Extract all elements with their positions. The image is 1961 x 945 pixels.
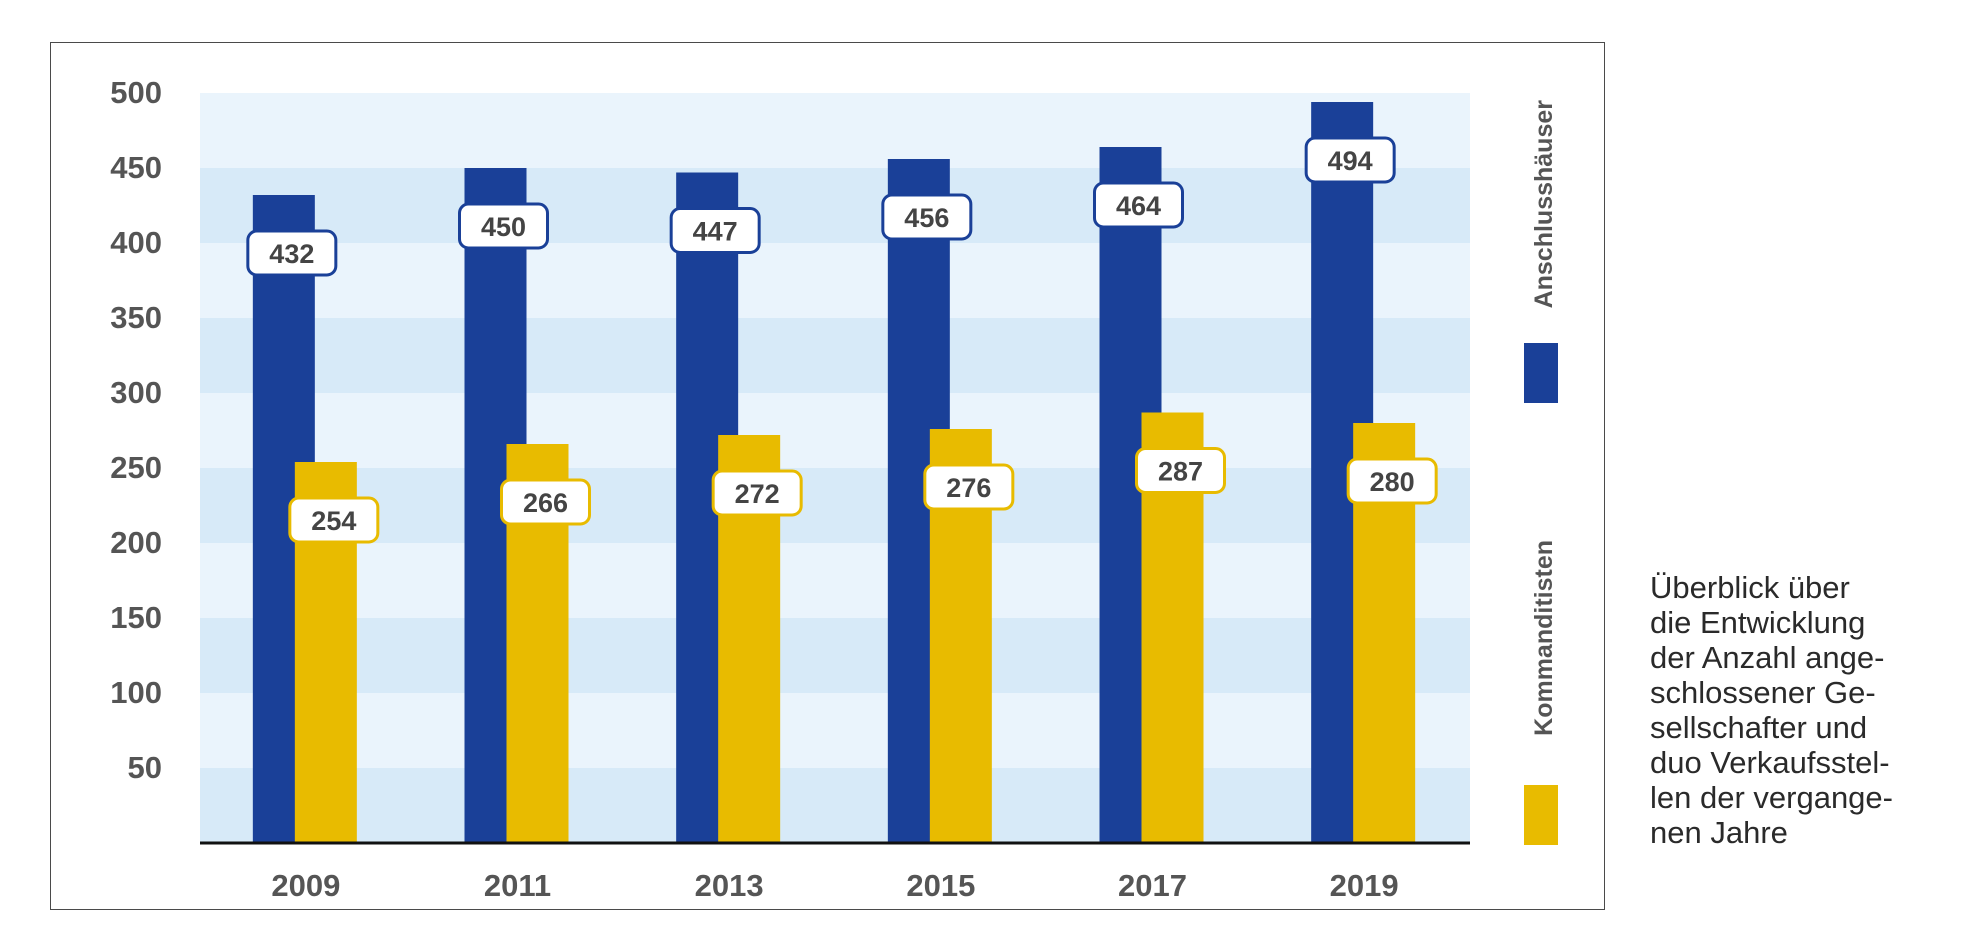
x-tick-label: 2013 bbox=[695, 868, 764, 903]
data-label: 276 bbox=[946, 473, 991, 503]
data-label-box bbox=[500, 478, 591, 526]
caption-line: schlossener Ge- bbox=[1650, 675, 1876, 710]
y-tick-label: 300 bbox=[110, 375, 162, 410]
caption-line: len der vergange- bbox=[1650, 780, 1893, 815]
data-label-box bbox=[669, 207, 761, 254]
data-label: 254 bbox=[311, 506, 356, 536]
y-tick-label: 450 bbox=[110, 150, 162, 185]
data-label-box bbox=[458, 202, 549, 250]
grid-band bbox=[200, 468, 1470, 543]
grid-band bbox=[200, 243, 1470, 318]
x-tick-label: 2011 bbox=[484, 868, 551, 903]
y-tick-label: 250 bbox=[110, 450, 162, 485]
data-label: 447 bbox=[693, 217, 738, 247]
data-label: 272 bbox=[735, 479, 780, 509]
data-label-box bbox=[288, 496, 380, 544]
data-label: 287 bbox=[1158, 457, 1203, 487]
grid-band bbox=[200, 543, 1470, 618]
caption-line: sellschafter und bbox=[1650, 710, 1868, 745]
data-label: 280 bbox=[1370, 467, 1415, 497]
data-label-box bbox=[246, 229, 338, 277]
caption-line: nen Jahre bbox=[1650, 815, 1788, 850]
legend-label: Anschlusshäuser bbox=[1530, 100, 1558, 309]
data-label: 432 bbox=[269, 239, 314, 269]
x-tick-label: 2015 bbox=[906, 868, 975, 903]
caption-line: die Entwicklung bbox=[1650, 605, 1866, 640]
data-label-box bbox=[711, 469, 803, 517]
data-label-box bbox=[1346, 457, 1438, 505]
caption-line: duo Verkaufsstel- bbox=[1650, 745, 1890, 780]
y-tick-label: 400 bbox=[110, 225, 162, 260]
y-tick-label: 500 bbox=[110, 75, 162, 110]
data-label-box bbox=[1135, 447, 1226, 494]
x-tick-label: 2009 bbox=[271, 868, 340, 903]
grid-band bbox=[200, 93, 1470, 168]
data-label: 494 bbox=[1328, 146, 1373, 176]
data-label: 266 bbox=[523, 488, 568, 518]
x-tick-label: 2019 bbox=[1330, 868, 1399, 903]
grid-band bbox=[200, 393, 1470, 468]
y-tick-label: 100 bbox=[110, 675, 162, 710]
data-label-box bbox=[1304, 136, 1396, 184]
y-tick-label: 350 bbox=[110, 300, 162, 335]
y-tick-label: 150 bbox=[110, 600, 162, 635]
data-label-box bbox=[1093, 181, 1184, 229]
x-tick-label: 2017 bbox=[1118, 868, 1187, 903]
legend-swatch bbox=[1524, 343, 1558, 403]
grid-band bbox=[200, 168, 1470, 243]
data-label: 464 bbox=[1116, 191, 1161, 221]
legend-label: Kommanditisten bbox=[1530, 540, 1558, 736]
grid-band bbox=[200, 768, 1470, 843]
y-tick-label: 200 bbox=[110, 525, 162, 560]
grid-band bbox=[200, 318, 1470, 393]
grid-band bbox=[200, 618, 1470, 693]
legend-swatch bbox=[1524, 785, 1558, 845]
data-label-box bbox=[923, 463, 1015, 511]
data-label: 456 bbox=[904, 203, 949, 233]
data-label-box bbox=[881, 193, 973, 241]
caption: Überblick über die Entwicklung der Anzah… bbox=[1650, 570, 1950, 850]
data-label: 450 bbox=[481, 212, 526, 242]
caption-line: der Anzahl ange- bbox=[1650, 640, 1885, 675]
chart-frame bbox=[50, 42, 1605, 910]
caption-line: Überblick über bbox=[1650, 570, 1850, 605]
grid-band bbox=[200, 693, 1470, 768]
y-tick-label: 50 bbox=[128, 750, 162, 785]
